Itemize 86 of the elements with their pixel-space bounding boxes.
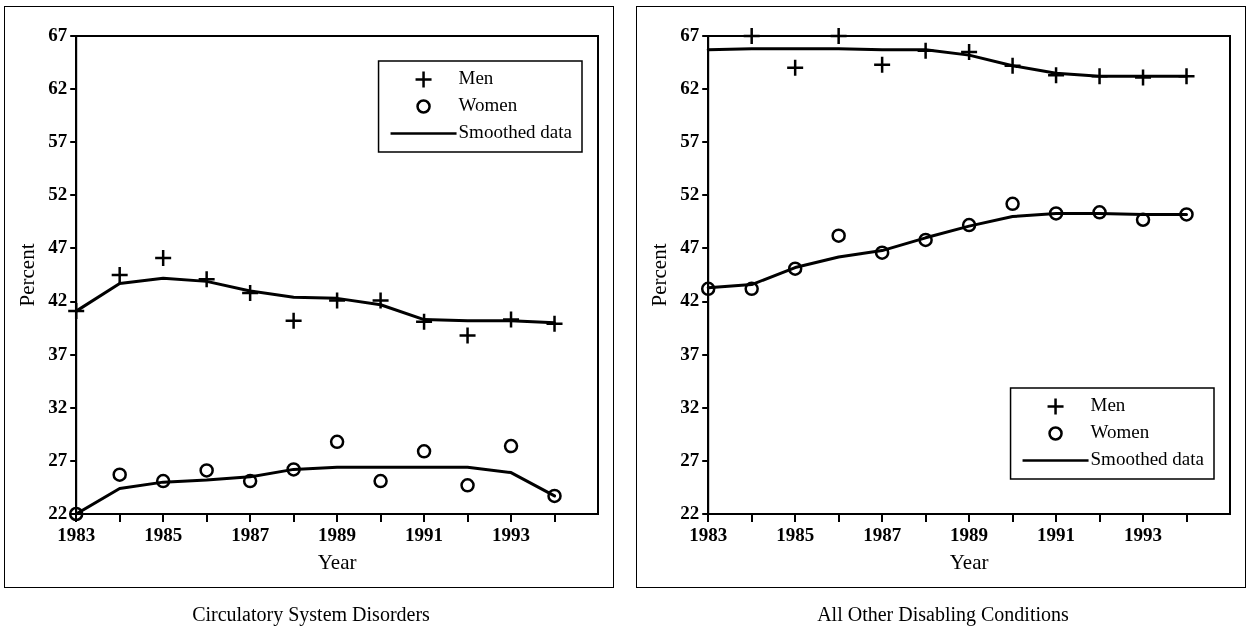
point [1092,205,1107,220]
x-axis-title: Year [317,549,357,574]
point [872,55,892,74]
x-tick-label: 1991 [1037,524,1076,546]
legend-label: Smoothed data [458,121,573,143]
point [240,283,260,303]
y-tick-label: 22 [48,501,68,523]
text: Circulatory System Disorders [191,603,431,626]
y-tick-label: 57 [48,130,68,152]
y-tick-label: 47 [680,236,700,258]
legend-label: Smoothed data [1090,448,1205,470]
y-tick-label: 47 [48,236,68,258]
x-tick-label: 1991 [405,524,444,546]
x-tick-label: 1987 [231,524,270,546]
y-tick-label: 42 [48,289,68,311]
point [414,312,434,331]
legend-label: Men [458,67,494,89]
point [197,270,216,289]
y-tick-label: 42 [680,289,700,311]
point [112,467,127,482]
point [787,261,803,276]
y-tick-label: 22 [680,501,700,523]
y-tick-label: 52 [48,183,68,205]
legend-label: Women [1090,421,1150,443]
point [373,473,388,489]
point [371,291,390,310]
point [700,281,716,297]
y-tick-label: 32 [48,395,68,417]
point [785,58,805,78]
x-tick-label: 1987 [863,524,902,546]
legend-label: Men [1090,394,1126,416]
legend-label: Women [458,94,518,116]
x-axis-title: Year [949,549,989,574]
point [1135,212,1151,228]
point [744,281,759,297]
point [1133,68,1153,87]
x-tick-label: 1985 [144,524,183,546]
y-tick-label: 67 [680,23,700,45]
point [153,248,173,268]
x-tick-label: 1985 [776,524,815,546]
point [503,438,519,454]
x-tick-label: 1993 [1124,524,1163,546]
point [547,488,562,504]
point [242,473,258,489]
point [959,42,979,62]
point [1177,67,1196,86]
point [918,232,933,248]
point [199,463,214,478]
point [1179,207,1194,222]
x-tick-label: 1983 [57,524,96,546]
point [327,291,347,310]
point [416,444,432,459]
point [961,217,977,233]
point [110,265,129,285]
point [501,310,521,329]
y-tick-label: 37 [48,342,68,364]
point [545,314,564,334]
point [831,228,846,243]
point [329,434,345,450]
point [1003,56,1022,75]
point [1048,206,1064,221]
y-tick-label: 32 [680,395,700,417]
y-tick-label: 62 [680,77,700,99]
point [68,506,84,522]
y-tick-label: 62 [48,77,68,99]
y-tick-label: 27 [48,448,68,470]
x-tick-label: 1983 [689,524,728,546]
point [1046,66,1066,85]
y-tick-label: 67 [48,23,68,45]
point [460,478,475,493]
x-tick-label: 1989 [318,524,357,546]
y-tick-label: 37 [680,342,700,364]
y-tick-label: 57 [680,130,700,152]
x-tick-label: 1993 [492,524,531,546]
y-axis-title: Percent [15,243,40,307]
y-tick-label: 52 [680,183,700,205]
text: All Other Disabling Conditions [816,603,1070,626]
point [284,311,303,330]
point [286,462,301,477]
point [874,245,890,260]
x-tick-label: 1989 [950,524,989,546]
y-axis-title: Percent [647,243,672,307]
point [1005,196,1020,212]
point [155,473,171,489]
point [458,326,477,345]
y-tick-label: 27 [680,448,700,470]
